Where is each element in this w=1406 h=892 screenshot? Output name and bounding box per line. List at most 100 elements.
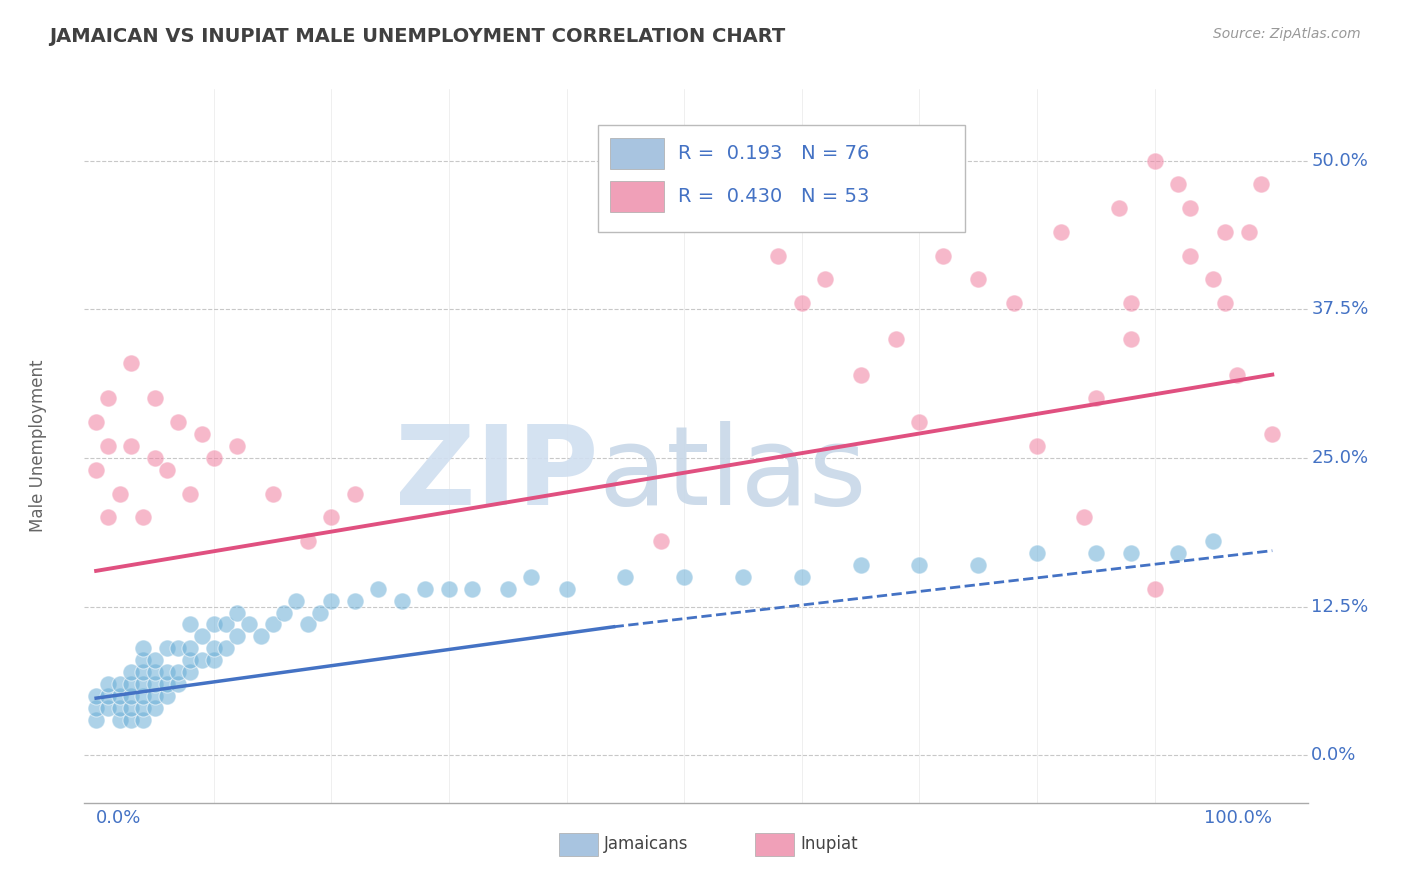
Point [143,700,166,714]
Point [1143,582,1166,596]
Point [156,665,179,679]
Point [132,700,155,714]
Point [179,486,201,500]
Point [132,665,155,679]
Point [120,356,142,370]
Point [132,653,155,667]
Point [143,450,166,465]
Point [321,510,343,524]
Point [167,677,190,691]
Point [262,617,284,632]
Point [97,392,120,406]
Point [673,570,696,584]
Point [437,582,460,596]
Point [273,606,295,620]
Point [849,558,872,572]
Point [120,439,142,453]
Point [932,249,955,263]
Point [179,665,201,679]
Point [238,617,260,632]
Point [120,677,142,691]
Point [308,606,330,620]
Point [367,582,389,596]
Point [143,392,166,406]
Point [97,677,120,691]
Text: Source: ZipAtlas.com: Source: ZipAtlas.com [1213,27,1361,41]
Point [179,641,201,656]
Point [226,629,249,643]
Point [814,272,837,286]
Point [1178,249,1201,263]
Text: atlas: atlas [598,421,866,528]
Point [202,653,225,667]
Point [790,296,813,310]
Point [285,593,308,607]
Point [790,570,813,584]
Text: Inupiat: Inupiat [800,835,858,853]
Point [908,558,931,572]
Point [1084,392,1107,406]
Point [1121,296,1143,310]
Point [167,665,190,679]
Point [461,582,484,596]
Point [1202,534,1225,549]
Point [1121,546,1143,560]
Point [1178,201,1201,215]
Point [84,415,107,429]
Point [1250,178,1272,192]
Point [297,534,319,549]
Point [214,617,236,632]
Text: ZIP: ZIP [395,421,598,528]
Point [84,713,107,727]
Point [1261,427,1284,442]
Text: 0.0%: 0.0% [1312,747,1357,764]
Point [156,689,179,703]
Text: 0.0%: 0.0% [96,809,142,827]
Point [908,415,931,429]
Point [97,689,120,703]
Point [84,463,107,477]
Point [156,677,179,691]
Text: 25.0%: 25.0% [1312,449,1368,467]
Point [731,213,754,227]
Point [132,677,155,691]
Point [202,617,225,632]
Point [967,272,990,286]
Point [555,582,578,596]
Text: R =  0.193   N = 76: R = 0.193 N = 76 [678,144,869,163]
Point [1026,546,1049,560]
Point [120,713,142,727]
Point [673,178,696,192]
Text: 50.0%: 50.0% [1312,152,1368,169]
Point [226,439,249,453]
Point [156,641,179,656]
FancyBboxPatch shape [560,833,598,855]
Point [1167,178,1189,192]
Point [108,689,131,703]
FancyBboxPatch shape [598,125,965,232]
Point [1108,201,1130,215]
Point [1143,153,1166,168]
Point [262,486,284,500]
Point [1121,332,1143,346]
Point [84,700,107,714]
Point [1084,546,1107,560]
Point [1073,510,1095,524]
Point [1213,296,1236,310]
Text: 100.0%: 100.0% [1205,809,1272,827]
Point [132,713,155,727]
FancyBboxPatch shape [610,137,664,169]
Point [731,570,754,584]
Point [202,450,225,465]
Point [214,641,236,656]
Point [415,582,437,596]
Text: 12.5%: 12.5% [1312,598,1368,615]
Point [156,463,179,477]
Point [97,439,120,453]
Point [1213,225,1236,239]
Point [167,415,190,429]
Point [614,570,637,584]
Point [179,617,201,632]
Point [143,653,166,667]
FancyBboxPatch shape [755,833,794,855]
